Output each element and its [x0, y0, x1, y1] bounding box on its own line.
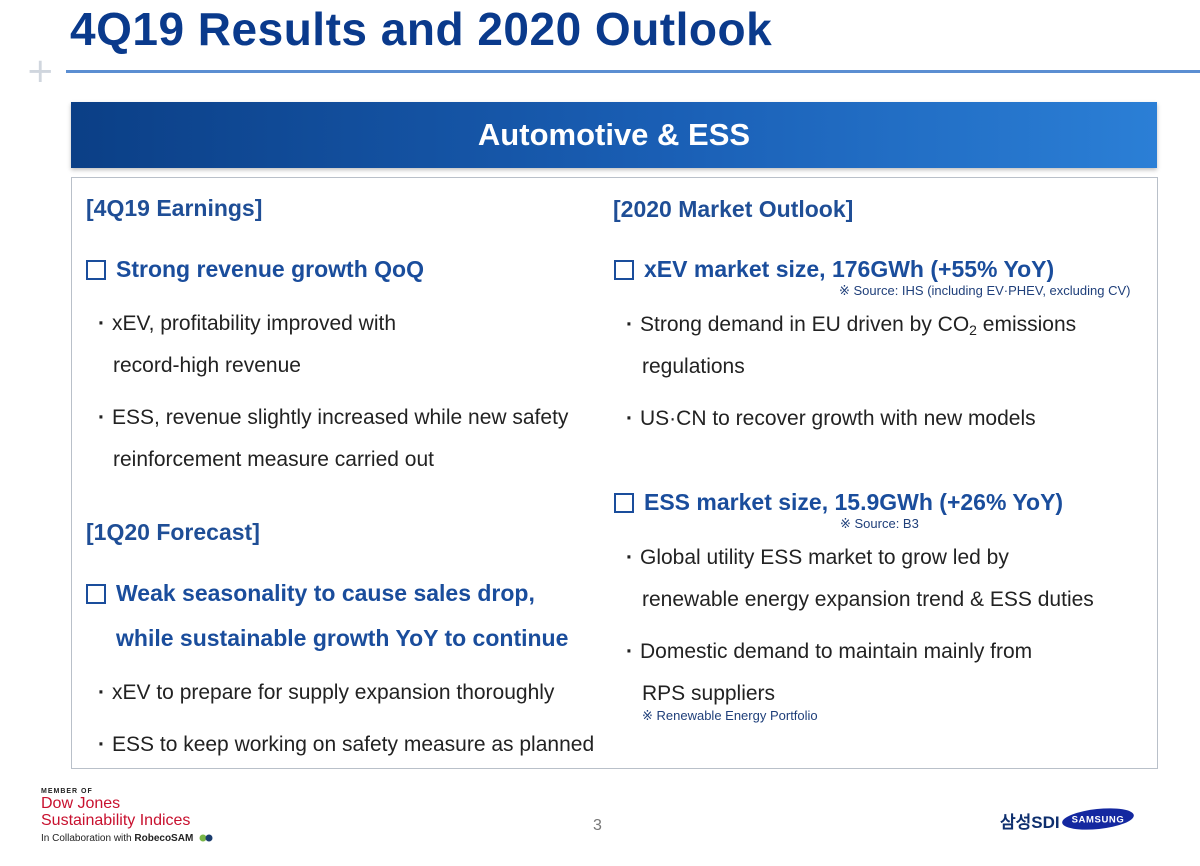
bullet-dot-icon: ·: [98, 312, 105, 335]
list-item-continuation: renewable energy expansion trend & ESS d…: [642, 588, 1094, 611]
list-item: · Strong demand in EU driven by CO2 emiss…: [626, 304, 1076, 351]
list-item: · ESS to keep working on safety measure a…: [98, 724, 594, 766]
list-item: · xEV to prepare for supply expansion tho…: [98, 672, 554, 714]
list-item: · US·CN to recover growth with new models: [626, 398, 1036, 440]
banner-title: Automotive & ESS: [477, 117, 751, 152]
svg-text:SAMSUNG: SAMSUNG: [1072, 815, 1125, 826]
ess-source-note: ※ Source: B3: [840, 516, 919, 531]
bullet-dot-icon: ·: [98, 406, 105, 429]
checkbox-icon: [86, 259, 106, 280]
outlook-heading: [2020 Market Outlook]: [613, 196, 854, 222]
bullet-dot-icon: ·: [626, 546, 633, 569]
title-divider: [66, 70, 1200, 73]
bullet-dot-icon: ·: [626, 407, 633, 430]
list-item: · ESS, revenue slightly increased while n…: [98, 397, 568, 439]
robecosam-dots-icon: [199, 834, 213, 842]
samsung-logo: SAMSUNG: [1062, 808, 1134, 830]
page-number: 3: [593, 817, 602, 834]
section-banner: Automotive & ESS: [71, 102, 1157, 168]
page-title: 4Q19 Results and 2020 Outlook: [70, 3, 773, 55]
list-item-continuation: record-high revenue: [113, 354, 301, 377]
rps-note: ※ Renewable Energy Portfolio: [642, 708, 818, 723]
list-item-continuation: regulations: [642, 355, 745, 378]
forecast-headline: Weak seasonality to cause sales drop,: [86, 580, 535, 607]
earnings-headline-text: Strong revenue growth QoQ: [116, 256, 424, 282]
content-box: [4Q19 Earnings] Strong revenue growth Qo…: [71, 177, 1158, 769]
xev-source-note: ※ Source: IHS (including EV·PHEV, exclud…: [839, 283, 1131, 298]
dj-logo-name: Dow Jones: [41, 795, 121, 812]
dj-logo-indices: Sustainability Indices: [41, 812, 191, 829]
earnings-heading: [4Q19 Earnings]: [86, 195, 263, 221]
dj-member-label: MEMBER OF: [41, 788, 93, 795]
list-item-continuation: reinforcement measure carried out: [113, 448, 434, 471]
samsung-sdi-logo: 삼성SDI: [1000, 813, 1060, 832]
list-item: · Global utility ESS market to grow led b…: [626, 537, 1009, 579]
xev-headline-text: xEV market size, 176GWh (+55% YoY): [644, 256, 1055, 282]
bullet-dot-icon: ·: [626, 313, 633, 336]
bullet-dot-icon: ·: [98, 733, 105, 756]
earnings-headline: Strong revenue growth QoQ: [86, 256, 424, 283]
ess-headline-text: ESS market size, 15.9GWh (+26% YoY): [644, 489, 1064, 515]
xev-headline: xEV market size, 176GWh (+55% YoY): [614, 256, 1054, 283]
forecast-headline-text: Weak seasonality to cause sales drop,: [116, 580, 535, 606]
checkbox-icon: [614, 492, 634, 513]
list-item-continuation: RPS suppliers: [642, 682, 776, 705]
dj-collab-line: In Collaboration with RobecoSAM: [41, 833, 213, 844]
checkbox-icon: [86, 583, 106, 604]
forecast-heading: [1Q20 Forecast]: [86, 519, 260, 545]
list-item: · Domestic demand to maintain mainly from: [626, 631, 1032, 673]
list-item: · xEV, profitability improved with: [98, 303, 396, 345]
checkbox-icon: [614, 259, 634, 280]
ess-headline: ESS market size, 15.9GWh (+26% YoY): [614, 489, 1063, 516]
bullet-dot-icon: ·: [626, 640, 633, 663]
forecast-headline-continuation: while sustainable growth YoY to continue: [116, 625, 569, 651]
bullet-dot-icon: ·: [98, 681, 105, 704]
plus-icon: +: [26, 51, 55, 91]
